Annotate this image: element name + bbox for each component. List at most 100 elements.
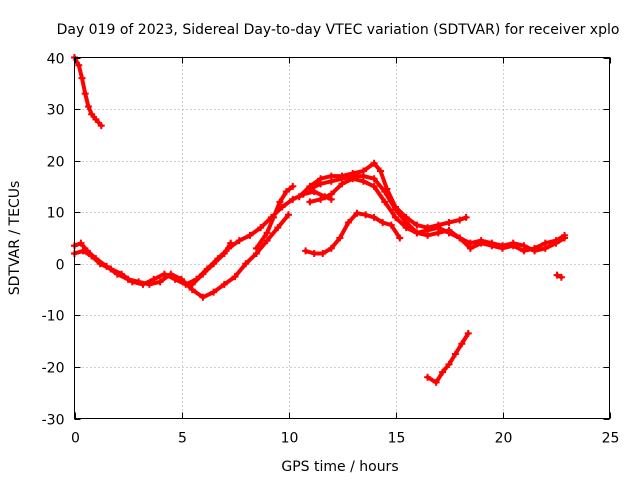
series-line (72, 189, 334, 287)
x-tick-label: 10 (281, 431, 299, 447)
data-point (451, 350, 459, 358)
data-point (81, 90, 89, 98)
data-point (199, 293, 207, 301)
y-tick-label: 40 (47, 52, 65, 68)
series-arc-point (553, 271, 565, 281)
data-point (327, 190, 335, 198)
data-point (263, 237, 271, 245)
data-point (557, 273, 565, 281)
data-point (402, 224, 410, 232)
data-point (97, 122, 105, 130)
data-point (282, 188, 290, 196)
y-axis-label: SDTVAR / TECUs (7, 181, 23, 296)
data-point (310, 249, 318, 257)
data-point (379, 219, 387, 227)
data-point (499, 242, 506, 250)
data-point (182, 280, 190, 288)
data-point (78, 74, 86, 82)
data-point (458, 340, 466, 348)
data-point (302, 247, 310, 255)
data-point (561, 234, 569, 242)
series-line (303, 211, 402, 256)
data-point (434, 224, 442, 232)
y-tick-label: -20 (42, 361, 65, 377)
data-point (520, 242, 528, 250)
y-tick-label: -30 (42, 413, 65, 429)
data-point (160, 270, 168, 278)
series-layer (71, 54, 569, 386)
data-point (96, 260, 104, 268)
data-point (327, 244, 335, 252)
data-point (445, 229, 453, 237)
series-arc-mid (306, 175, 569, 255)
data-point (338, 180, 346, 188)
data-point (349, 175, 357, 183)
data-point (387, 221, 395, 229)
series-arc-peak-b (306, 172, 569, 255)
data-point (413, 229, 421, 237)
data-point (466, 239, 474, 247)
y-tick-label: 20 (47, 155, 65, 171)
x-tick-label: 25 (602, 431, 620, 447)
data-point (488, 239, 496, 247)
data-point (464, 329, 472, 337)
data-point (171, 275, 179, 283)
y-tick-label: -10 (42, 309, 65, 325)
data-point (531, 247, 539, 255)
data-point (235, 237, 243, 245)
data-point (509, 239, 517, 247)
x-tick-label: 5 (178, 431, 187, 447)
data-point (370, 159, 378, 167)
plot-frame (74, 57, 610, 419)
x-tick-label: 20 (495, 431, 513, 447)
data-point (445, 219, 453, 227)
data-point (289, 182, 297, 190)
data-point (319, 249, 327, 257)
data-point (377, 167, 385, 175)
data-point (306, 198, 314, 206)
series-line (307, 174, 567, 253)
tick-layer: 0 5 10 15 20 25 -30 -20 -10 0 10 20 30 40 (42, 52, 620, 447)
data-point (317, 195, 325, 203)
data-point (128, 278, 136, 286)
data-point (199, 270, 207, 278)
data-point (139, 280, 147, 288)
y-tick-label: 10 (47, 206, 65, 222)
data-point (344, 219, 352, 227)
data-point (424, 373, 432, 381)
series-arc-drop (424, 329, 472, 386)
data-point (370, 175, 378, 183)
data-point (88, 252, 96, 260)
x-tick-label: 0 (71, 431, 80, 447)
data-point (310, 188, 318, 196)
x-tick-label: 15 (388, 431, 406, 447)
series-arc-main-c (188, 239, 235, 288)
data-point (118, 270, 126, 278)
x-axis-label: GPS time / hours (281, 459, 398, 475)
data-point (424, 226, 432, 234)
data-point (210, 260, 218, 268)
data-point (462, 213, 470, 221)
data-point (285, 211, 292, 219)
data-point (439, 368, 447, 376)
data-point (381, 198, 389, 206)
data-point (263, 229, 271, 237)
data-point (188, 280, 196, 288)
data-point (75, 61, 83, 69)
data-point (79, 247, 87, 255)
data-point (84, 102, 92, 110)
data-point (220, 280, 228, 288)
data-point (257, 224, 265, 232)
data-point (306, 185, 314, 193)
data-point (317, 180, 325, 188)
data-point (359, 177, 367, 185)
data-point (77, 239, 85, 247)
data-point (150, 275, 158, 283)
data-point (276, 198, 284, 206)
data-point (220, 249, 228, 257)
series-arc-main-d (252, 182, 297, 252)
data-point (274, 224, 282, 232)
data-point (289, 195, 297, 203)
data-point (336, 234, 344, 242)
